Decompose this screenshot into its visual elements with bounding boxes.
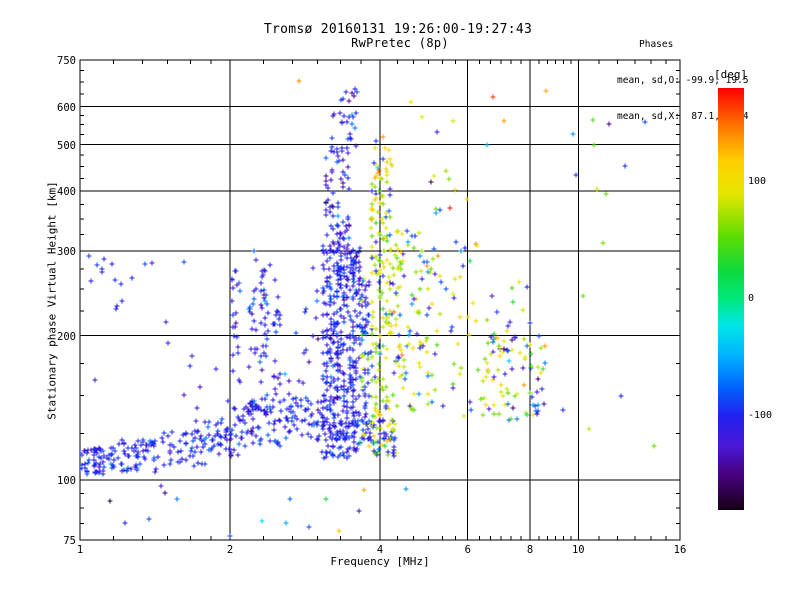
colorbar-tick-label: 100 xyxy=(748,175,767,187)
colorbar-gradient xyxy=(718,88,744,510)
x-axis-title: Frequency [MHz] xyxy=(330,555,430,568)
y-tick-label: 400 xyxy=(57,186,76,199)
y-tick-label: 200 xyxy=(57,330,76,343)
colorbar-tick-label: -100 xyxy=(748,410,773,422)
y-tick-label: 300 xyxy=(57,246,76,258)
colorbar-tick-label: 0 xyxy=(748,293,755,304)
x-tick-label: 4 xyxy=(376,544,384,556)
y-tick-label: 750 xyxy=(57,55,76,67)
x-tick-label: 6 xyxy=(464,544,471,556)
phase-note-header: Phases xyxy=(639,39,674,50)
phase-mean-o-line: mean, sd,O: -99.9, 19.5 xyxy=(617,75,749,86)
axis-ticks xyxy=(79,59,681,541)
x-tick-label: 16 xyxy=(673,544,687,556)
colorbar-unit-label: [deg] xyxy=(714,68,748,81)
y-tick-label: 500 xyxy=(57,139,76,152)
y-tick-label: 75 xyxy=(63,535,76,547)
y-tick-label: 100 xyxy=(57,475,76,488)
x-tick-label: 1 xyxy=(76,544,84,556)
x-tick-label: 2 xyxy=(226,544,234,556)
plot-title: Tromsø 20160131 19:26:00-19:27:43 xyxy=(263,22,533,37)
scatter-points xyxy=(80,78,657,539)
x-tick-label: 10 xyxy=(571,544,585,556)
plot-subtitle: RwPretec (8p) xyxy=(351,36,449,50)
y-tick-label: 600 xyxy=(57,101,76,114)
x-tick-label: 8 xyxy=(526,544,534,556)
